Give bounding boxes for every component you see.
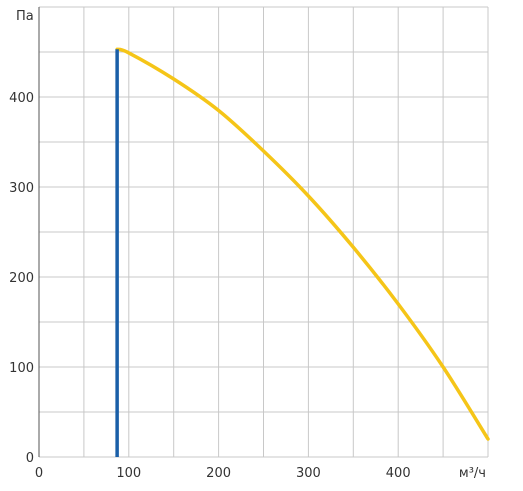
y-tick-label: 200 xyxy=(9,271,34,286)
series-layer xyxy=(115,47,490,457)
x-tick-label: 400 xyxy=(386,466,411,481)
x-tick-label: 0 xyxy=(35,466,43,481)
x-tick-label: 200 xyxy=(206,466,231,481)
labels: Па м³/ч 0 100 200 300 400 0 100 200 300 400 xyxy=(9,9,486,481)
x-tick-label: 100 xyxy=(116,466,141,481)
x-tick-label: 300 xyxy=(296,466,321,481)
x-axis-unit-label: м³/ч xyxy=(459,466,486,481)
series-line-0 xyxy=(115,47,490,441)
y-axis-unit-label: Па xyxy=(16,9,34,24)
y-tick-label: 100 xyxy=(9,361,34,376)
y-tick-label: 300 xyxy=(9,181,34,196)
y-tick-label: 0 xyxy=(26,451,34,466)
grid xyxy=(39,6,489,458)
y-tick-label: 400 xyxy=(9,91,34,106)
